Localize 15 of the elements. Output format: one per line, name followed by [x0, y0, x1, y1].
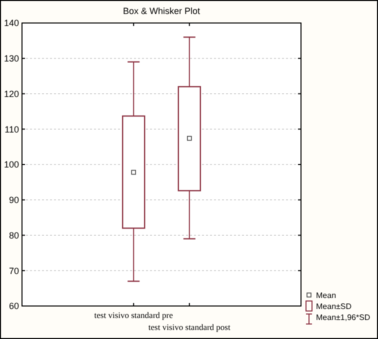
y-tick-label: 80: [8, 230, 19, 240]
y-tick-label: 110: [4, 124, 19, 134]
y-tick-label: 140: [4, 18, 19, 28]
y-tick-label: 60: [8, 301, 19, 312]
chart-title: Box & Whisker Plot: [122, 6, 201, 16]
text: Mean±SD: [316, 302, 352, 311]
y-tick-label: 90: [8, 195, 19, 206]
text: Mean±1,96*SD: [316, 312, 370, 322]
y-tick-label: 100: [4, 160, 19, 170]
y-tick-label: 120: [4, 88, 19, 99]
y-tick-label: 130: [4, 54, 19, 64]
y-tick-label: 70: [8, 266, 19, 276]
x-tick-label: test visivo standard post: [148, 322, 231, 332]
text: Mean: [316, 290, 336, 300]
x-tick-label: test visivo standard pre: [94, 310, 174, 320]
